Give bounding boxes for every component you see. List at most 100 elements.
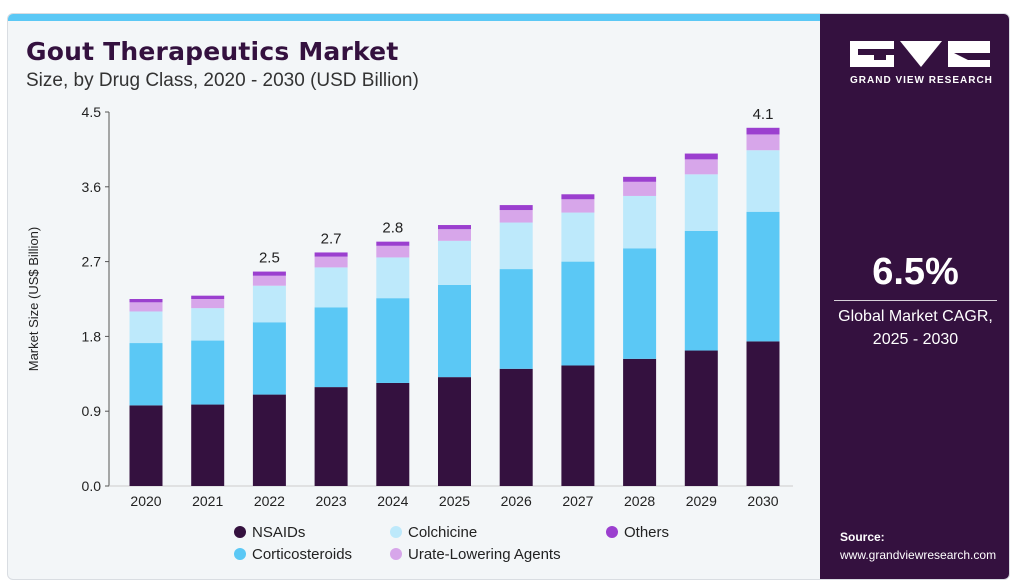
bar-segment-corticosteroids-2028 [623,248,657,359]
data-label: 2.7 [321,230,342,247]
x-tick-label: 2026 [501,493,532,509]
bar-segment-nsaids-2020 [129,405,163,486]
accent-bar [8,14,820,21]
bar-segment-nsaids-2021 [191,404,225,486]
legend-swatch [390,526,402,538]
bar-segment-urate-lowering-agents-2020 [129,302,163,312]
bar-segment-nsaids-2026 [499,368,533,486]
cagr-value: 6.5% [872,251,959,293]
bar-segment-others-2023 [314,252,348,257]
bar-segment-urate-lowering-agents-2022 [252,275,286,286]
bar-segment-others-2027 [561,194,595,200]
bar-segment-corticosteroids-2020 [129,343,163,406]
legend-label: Urate-Lowering Agents [408,546,561,563]
bar-segment-urate-lowering-agents-2023 [314,256,348,268]
bar-segment-corticosteroids-2022 [252,322,286,395]
bar-segment-urate-lowering-agents-2028 [623,181,657,196]
bar-segment-nsaids-2027 [561,365,595,486]
legend-label: Corticosteroids [252,546,352,563]
bar-segment-nsaids-2024 [376,382,410,486]
chart-title: Gout Therapeutics Market [26,37,399,66]
bar-segment-colchicine-2023 [314,267,348,308]
bar-segment-others-2028 [623,176,657,182]
bar-segment-urate-lowering-agents-2029 [684,159,718,175]
bar-segment-corticosteroids-2030 [746,211,780,342]
legend-swatch [390,548,402,560]
bar-segment-colchicine-2029 [684,174,718,231]
cagr-label-line2: 2025 - 2030 [872,331,959,348]
legend-swatch [234,548,246,560]
x-tick-label: 2024 [377,493,408,509]
x-tick-label: 2030 [747,493,778,509]
bar-segment-corticosteroids-2021 [191,340,225,405]
legend-label: Others [624,524,669,541]
bar-segment-urate-lowering-agents-2026 [499,210,533,223]
bar-segment-colchicine-2030 [746,150,780,212]
stacked-bar-chart: 0.0 0.9 1.8 2.7 3.6 4.5 Market Size (US$ Billi… [26,104,793,563]
x-tick-label: 2021 [192,493,223,509]
data-label: 4.1 [753,106,774,123]
bar-segment-urate-lowering-agents-2025 [438,229,471,241]
y-tick-label: 0.0 [82,478,102,494]
bar-segment-colchicine-2026 [499,222,533,270]
bar-segment-urate-lowering-agents-2030 [746,134,780,151]
bar-segment-corticosteroids-2027 [561,261,595,366]
gvr-logo-icon [850,41,990,67]
x-tick-label: 2028 [624,493,655,509]
bar-segment-others-2025 [438,225,471,230]
bar-segment-colchicine-2021 [191,308,225,341]
cagr-divider [834,300,997,301]
bar-segment-corticosteroids-2025 [438,284,471,378]
bar-segment-others-2024 [376,241,410,246]
bar-segment-urate-lowering-agents-2021 [191,299,225,309]
grand-view-research-logo: GRAND VIEW RESEARCH [850,41,993,93]
bar-segment-nsaids-2023 [314,387,348,486]
bar-segment-others-2029 [684,153,718,160]
bar-segment-corticosteroids-2029 [684,230,718,351]
chart-card: Gout Therapeutics Market Size, by Drug C… [7,13,1010,580]
bar-segment-nsaids-2022 [252,394,286,486]
bar-segment-urate-lowering-agents-2027 [561,199,595,213]
bar-segment-corticosteroids-2024 [376,298,410,383]
y-tick-label: 3.6 [82,179,102,195]
x-tick-label: 2020 [130,493,161,509]
source-link[interactable]: www.grandviewresearch.com [840,548,997,562]
bar-segment-others-2021 [191,295,225,299]
brand-name: GRAND VIEW RESEARCH [850,75,993,86]
y-tick-label: 2.7 [82,254,102,270]
bar-segment-urate-lowering-agents-2024 [376,245,410,258]
bar-segment-colchicine-2020 [129,311,163,344]
bar-segment-corticosteroids-2026 [499,269,533,369]
bar-segment-nsaids-2028 [623,358,657,486]
bar-segment-others-2026 [499,205,533,211]
source-heading: Source: [840,530,885,544]
bar-segment-corticosteroids-2023 [314,307,348,388]
x-tick-label: 2027 [562,493,593,509]
y-tick-label: 0.9 [82,403,102,419]
bar-segment-others-2022 [252,271,286,276]
legend-swatch [606,526,618,538]
bar-segment-others-2030 [746,127,780,135]
data-label: 2.5 [259,250,280,267]
bar-segment-colchicine-2022 [252,285,286,323]
x-tick-label: 2023 [316,493,347,509]
cagr-label-line1: Global Market CAGR, [838,308,993,325]
legend-label: Colchicine [408,524,477,541]
bar-segment-colchicine-2028 [623,195,657,249]
chart-subtitle: Size, by Drug Class, 2020 - 2030 (USD Bi… [26,70,419,91]
x-tick-label: 2029 [686,493,717,509]
bar-segment-colchicine-2027 [561,212,595,262]
x-tick-label: 2025 [439,493,470,509]
legend-swatch [234,526,246,538]
bar-segment-nsaids-2029 [684,350,718,486]
y-tick-label: 1.8 [82,328,102,344]
bar-segment-nsaids-2030 [746,341,780,486]
brand-sidebar: GRAND VIEW RESEARCH 6.5% Global Market C… [820,14,1009,579]
data-label: 2.8 [382,220,403,237]
y-tick-label: 4.5 [82,104,102,120]
bar-segment-nsaids-2025 [438,377,471,486]
bar-segment-colchicine-2024 [376,257,410,299]
cagr-label: Global Market CAGR, 2025 - 2030 [820,305,1009,351]
bar-segment-colchicine-2025 [438,240,471,285]
y-axis-label: Market Size (US$ Billion) [26,227,41,372]
